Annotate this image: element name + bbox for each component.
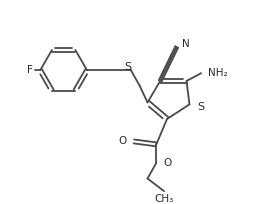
Text: O: O: [119, 136, 127, 146]
Text: O: O: [163, 158, 171, 168]
Text: NH₂: NH₂: [208, 68, 228, 78]
Text: F: F: [26, 65, 32, 75]
Text: S: S: [197, 102, 204, 112]
Text: CH₃: CH₃: [154, 194, 174, 204]
Text: S: S: [124, 62, 132, 72]
Text: N: N: [182, 39, 189, 49]
